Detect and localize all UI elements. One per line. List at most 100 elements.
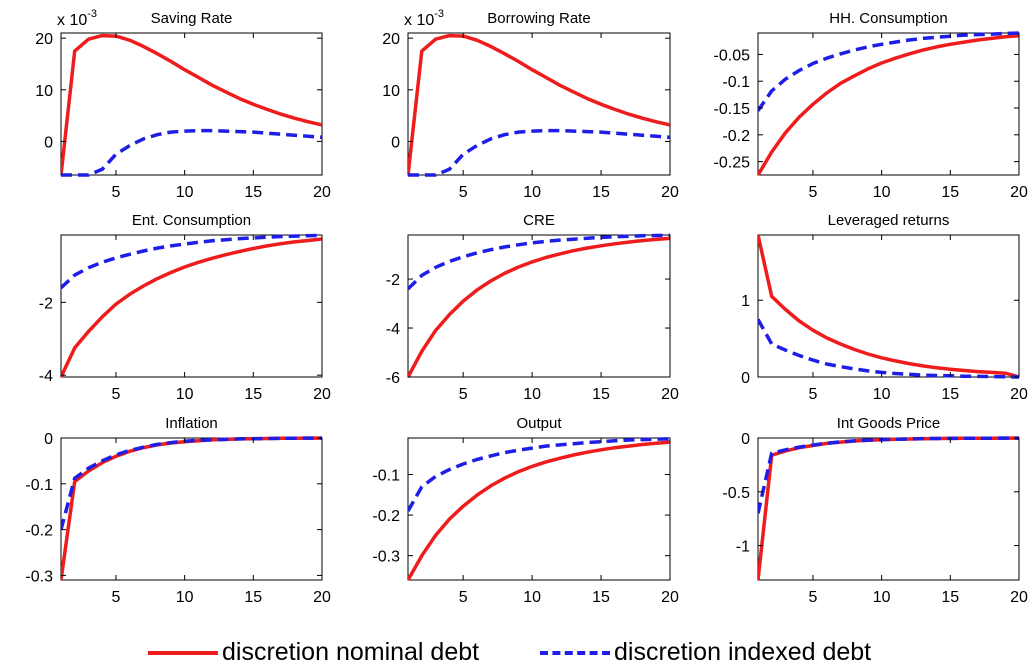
series-line-nominal <box>408 33 670 176</box>
subplot-title: Ent. Consumption <box>132 212 251 229</box>
plot-frame <box>757 234 1020 378</box>
y-tick-label: 20 <box>35 31 53 48</box>
x-tick-label: 15 <box>592 589 610 606</box>
y-tick-label: 0 <box>44 431 53 448</box>
legend-swatch-indexed <box>540 650 610 655</box>
plot-frame <box>757 32 1020 176</box>
series-line-nominal <box>758 33 1019 176</box>
y-multiplier: x 10-3 <box>57 8 97 29</box>
y-tick-label: 0 <box>44 134 53 151</box>
y-tick-label: -0.2 <box>25 523 53 540</box>
y-tick-label: -2 <box>386 272 400 289</box>
y-tick-label: 1 <box>741 293 750 310</box>
x-tick-label: 10 <box>873 386 891 403</box>
x-tick-label: 15 <box>244 589 262 606</box>
y-tick-label: -1 <box>736 539 750 556</box>
x-tick-label: 5 <box>459 184 468 201</box>
y-tick-label: -0.25 <box>714 155 751 172</box>
x-tick-label: 20 <box>1010 386 1028 403</box>
series-line-nominal <box>61 33 322 176</box>
legend: discretion nominal debt discretion index… <box>0 638 1032 668</box>
subplot-4: 5 10 15 20 -2 -4 Ent. Consumption <box>39 212 331 403</box>
series-line-indexed <box>61 233 322 290</box>
plot-frame <box>407 437 671 581</box>
legend-swatch-nominal <box>148 650 218 655</box>
series-line-indexed <box>408 437 670 512</box>
subplot-5: 5 10 15 20 -2 -4 -6 CRE <box>386 212 679 403</box>
x-tick-label: 10 <box>873 184 891 201</box>
y-tick-label: -6 <box>386 370 400 387</box>
x-tick-label: 10 <box>176 184 194 201</box>
x-tick-label: 10 <box>873 589 891 606</box>
x-tick-label: 15 <box>244 386 262 403</box>
x-tick-label: 15 <box>592 386 610 403</box>
subplot-title: Int Goods Price <box>837 415 940 432</box>
series-line-indexed <box>758 318 1019 379</box>
y-tick-label: -0.15 <box>714 101 751 118</box>
y-tick-label: -2 <box>39 295 53 312</box>
series-line-nominal <box>758 436 1019 581</box>
x-tick-label: 15 <box>941 589 959 606</box>
x-tick-label: 20 <box>1010 589 1028 606</box>
series-line-indexed <box>61 128 322 177</box>
x-tick-label: 20 <box>313 386 331 403</box>
x-tick-label: 20 <box>313 184 331 201</box>
x-tick-label: 20 <box>661 184 679 201</box>
series-line-indexed <box>758 31 1019 112</box>
subplot-title: Output <box>516 415 562 432</box>
subplot-title: Borrowing Rate <box>487 10 590 27</box>
y-tick-label: -0.1 <box>25 477 53 494</box>
y-tick-label: -0.2 <box>722 128 750 145</box>
series-line-nominal <box>408 440 670 581</box>
series-line-indexed <box>61 436 322 531</box>
subplot-7: 5 10 15 20 0 -0.1 -0.2 -0.3 Inflation <box>25 415 331 606</box>
x-tick-label: 20 <box>661 386 679 403</box>
subplot-8: 5 10 15 20 -0.1 -0.2 -0.3 Output <box>372 415 679 606</box>
legend-item-indexed: discretion indexed debt <box>540 638 871 667</box>
plot-frame <box>60 437 323 581</box>
series-line-nominal <box>61 436 322 581</box>
x-tick-label: 5 <box>808 589 817 606</box>
x-tick-label: 15 <box>244 184 262 201</box>
plot-frame <box>407 32 671 176</box>
y-tick-label: 10 <box>382 83 400 100</box>
y-tick-label: 0 <box>741 431 750 448</box>
x-tick-label: 5 <box>111 184 120 201</box>
series-line-nominal <box>61 237 322 378</box>
plot-frame <box>60 234 323 378</box>
x-tick-label: 15 <box>592 184 610 201</box>
subplot-6: 5 10 15 20 0 1 Leveraged returns <box>741 212 1028 403</box>
x-tick-label: 10 <box>176 589 194 606</box>
x-tick-label: 10 <box>523 386 541 403</box>
x-tick-label: 10 <box>523 184 541 201</box>
x-tick-label: 5 <box>111 589 120 606</box>
subplot-title: Leveraged returns <box>828 212 950 229</box>
x-tick-label: 20 <box>1010 184 1028 201</box>
y-tick-label: -0.1 <box>722 74 750 91</box>
y-multiplier: x 10-3 <box>404 8 444 29</box>
x-tick-label: 5 <box>808 184 817 201</box>
x-tick-label: 20 <box>313 589 331 606</box>
y-tick-label: 10 <box>35 83 53 100</box>
series-line-indexed <box>408 128 670 177</box>
legend-label-nominal: discretion nominal debt <box>222 638 480 666</box>
y-tick-label: 0 <box>391 134 400 151</box>
y-tick-label: -0.3 <box>25 568 53 585</box>
plot-frame <box>60 32 323 176</box>
x-tick-label: 15 <box>941 184 959 201</box>
x-tick-label: 10 <box>523 589 541 606</box>
x-tick-label: 5 <box>808 386 817 403</box>
y-tick-label: 20 <box>382 31 400 48</box>
legend-item-nominal: discretion nominal debt <box>148 638 479 667</box>
y-tick-label: -0.05 <box>714 47 751 64</box>
y-tick-label: -0.3 <box>372 549 400 566</box>
subplot-title: Saving Rate <box>151 10 233 27</box>
y-tick-label: -0.2 <box>372 508 400 525</box>
series-line-nominal <box>758 234 1019 379</box>
legend-label-indexed: discretion indexed debt <box>614 638 872 666</box>
subplot-3: 5 10 15 20 -0.05 -0.1 -0.15 -0.2 -0.25 HH. Consum… <box>714 10 1028 201</box>
y-tick-label: -0.1 <box>372 468 400 485</box>
subplot-1: 5 10 15 20 0 10 20 Saving Rate x 10-3 <box>35 8 331 201</box>
plot-frame <box>757 437 1020 581</box>
